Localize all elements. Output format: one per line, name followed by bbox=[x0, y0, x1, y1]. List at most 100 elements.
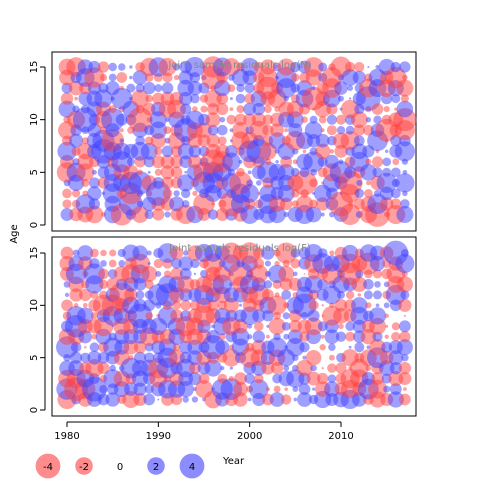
residual-bubble bbox=[172, 343, 181, 352]
residual-bubble bbox=[116, 72, 128, 83]
residual-bubble bbox=[84, 67, 105, 88]
residual-bubble bbox=[348, 97, 352, 100]
residual-bubble bbox=[335, 331, 347, 342]
residual-bubble bbox=[170, 267, 183, 281]
residual-bubble bbox=[161, 82, 174, 94]
residual-bubble bbox=[399, 61, 411, 73]
residual-bubble bbox=[400, 290, 410, 300]
residual-bubble bbox=[354, 61, 365, 73]
residual-bubble bbox=[154, 147, 163, 156]
residual-bubble bbox=[178, 256, 193, 271]
residual-bubble bbox=[129, 75, 133, 80]
residual-bubble bbox=[141, 265, 158, 282]
residual-bubble bbox=[310, 364, 317, 372]
residual-bubble bbox=[244, 82, 255, 94]
residual-bubble bbox=[365, 365, 372, 372]
residual-bubble bbox=[389, 383, 402, 395]
residual-bubble bbox=[88, 198, 100, 210]
residual-bubble bbox=[170, 166, 183, 179]
residual-bubble bbox=[302, 355, 307, 360]
residual-bubble bbox=[284, 128, 289, 133]
residual-bubble bbox=[205, 112, 221, 128]
residual-bubble bbox=[145, 94, 154, 103]
residual-bubble bbox=[352, 70, 366, 85]
residual-bubble bbox=[115, 113, 128, 126]
residual-bubble bbox=[309, 178, 318, 188]
residual-bubble bbox=[87, 186, 102, 201]
residual-bubble bbox=[231, 327, 250, 346]
residual-bubble bbox=[240, 57, 259, 77]
residual-bubble bbox=[253, 258, 265, 269]
panel-bottom-title: Joint sample residuals log(F) bbox=[168, 243, 311, 254]
residual-bubble bbox=[127, 157, 135, 166]
residual-bubble bbox=[90, 312, 98, 320]
residual-bubble bbox=[74, 96, 78, 101]
residual-bubble bbox=[337, 290, 345, 299]
residual-bubble bbox=[239, 303, 242, 307]
residual-bubble bbox=[317, 372, 329, 385]
residual-bubble bbox=[366, 180, 371, 186]
residual-bubble bbox=[135, 135, 145, 146]
residual-bubble bbox=[286, 337, 305, 357]
residual-bubble bbox=[277, 58, 295, 76]
residual-bubble bbox=[181, 200, 190, 208]
residual-bubble bbox=[197, 134, 211, 148]
residual-bubble bbox=[85, 359, 104, 378]
residual-bubble bbox=[317, 156, 328, 167]
residual-bubble bbox=[351, 297, 368, 314]
residual-bubble bbox=[170, 155, 183, 169]
residual-bubble bbox=[192, 106, 198, 112]
residual-bubble bbox=[347, 201, 353, 207]
residual-bubble bbox=[91, 169, 97, 175]
residual-bubble bbox=[299, 342, 310, 353]
residual-bubble bbox=[187, 80, 203, 96]
residual-bubble bbox=[368, 307, 387, 325]
residual-bubble bbox=[229, 97, 233, 101]
legend-title: Year bbox=[222, 456, 245, 467]
residual-bubble bbox=[192, 190, 198, 197]
residual-bubble bbox=[283, 211, 289, 218]
residual-bubble bbox=[383, 385, 391, 393]
residual-bubble bbox=[396, 79, 414, 97]
residual-bubble bbox=[383, 302, 390, 309]
residual-bubble bbox=[243, 102, 257, 116]
residual-bubble bbox=[403, 314, 406, 317]
x-tick-label: 1990 bbox=[146, 431, 171, 442]
residual-bubble bbox=[318, 62, 328, 72]
residual-bubble bbox=[371, 156, 384, 168]
residual-bubble bbox=[236, 168, 245, 177]
residual-bubble bbox=[351, 276, 367, 293]
residual-bubble bbox=[108, 62, 117, 72]
residual-bubble bbox=[119, 138, 124, 143]
residual-bubble bbox=[305, 349, 322, 366]
panel-top-title: Joint sample residuals log(N) bbox=[167, 60, 311, 71]
residual-bubble bbox=[206, 329, 220, 344]
residual-bubble bbox=[182, 250, 189, 256]
residual-bubble bbox=[265, 387, 270, 392]
residual-bubble bbox=[389, 361, 402, 375]
residual-bubble bbox=[269, 392, 285, 407]
residual-bubble bbox=[274, 292, 280, 298]
residual-bubble bbox=[382, 157, 392, 167]
residual-bubble bbox=[283, 365, 290, 372]
residual-bubble bbox=[251, 112, 266, 127]
residual-bubble bbox=[293, 271, 298, 277]
residual-bubble bbox=[392, 158, 400, 166]
residual-bubble bbox=[160, 154, 175, 169]
residual-bubble bbox=[320, 128, 325, 133]
residual-bubble bbox=[108, 105, 117, 113]
panel-top: Joint sample residuals log(N) 0 5 10 15 bbox=[29, 51, 417, 232]
residual-bubble bbox=[109, 364, 116, 372]
y-tick-label: 5 bbox=[29, 354, 40, 360]
residual-bubble bbox=[94, 89, 113, 108]
residual-bubble bbox=[152, 177, 165, 189]
residual-bubble bbox=[177, 275, 195, 293]
residual-bubble bbox=[312, 387, 316, 391]
residual-bubble bbox=[249, 120, 269, 140]
residual-bubble bbox=[158, 57, 177, 77]
residual-bubble bbox=[384, 313, 389, 319]
residual-bubble bbox=[338, 323, 344, 330]
residual-bubble bbox=[371, 103, 384, 115]
residual-bubble bbox=[129, 65, 133, 69]
